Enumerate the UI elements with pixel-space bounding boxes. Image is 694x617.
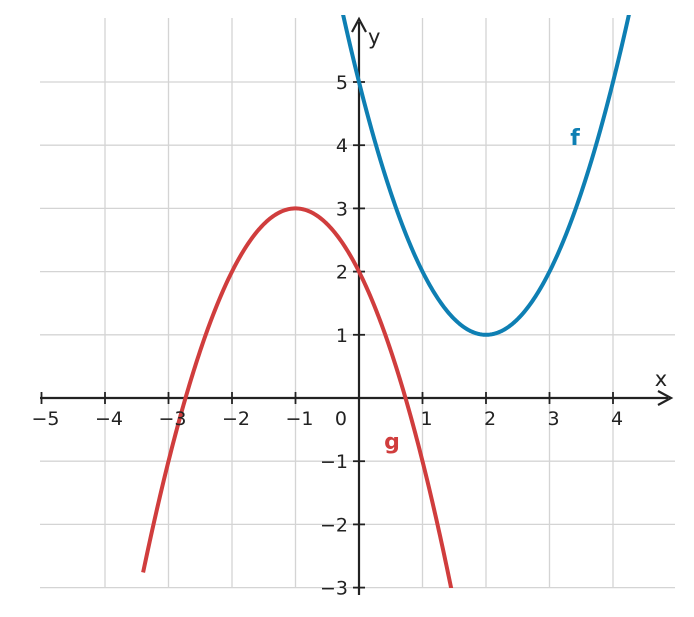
x-tick-label: 2 [484, 408, 496, 430]
y-tick-label: 1 [336, 325, 348, 347]
x-tick-label: −2 [222, 408, 250, 430]
x-tick-label: −5 [31, 408, 59, 430]
y-axis-label: y [368, 25, 380, 49]
curves [141, 15, 631, 588]
y-tick-label: −1 [320, 451, 348, 473]
grid [40, 18, 675, 589]
axes [40, 16, 674, 595]
x-axis-label: x [655, 367, 667, 391]
curve-g [141, 206, 454, 588]
labels: −5 −4 −3 −2 −1 1 2 3 4 −3 −2 −1 1 2 3 4 5 0 x y f g [31, 25, 667, 600]
x-axis-arrow [657, 390, 674, 406]
origin-label: 0 [335, 408, 347, 430]
y-tick-label: 4 [336, 135, 348, 157]
y-tick-label: 3 [336, 198, 348, 220]
x-tick-label: −1 [285, 408, 313, 430]
y-tick-label: 5 [336, 72, 348, 94]
x-tick-label: 4 [611, 408, 623, 430]
x-tick-label: 3 [547, 408, 559, 430]
y-tick-label: 2 [336, 262, 348, 284]
x-tick-label: −4 [95, 408, 123, 430]
x-tick-label: −3 [158, 408, 186, 430]
series-label-g: g [384, 430, 400, 455]
y-tick-label: −3 [320, 578, 348, 600]
x-tick-label: 1 [420, 408, 432, 430]
y-tick-label: −2 [320, 514, 348, 536]
series-label-f: f [570, 126, 580, 151]
y-axis-arrow [351, 16, 367, 33]
curve-f [341, 15, 631, 337]
